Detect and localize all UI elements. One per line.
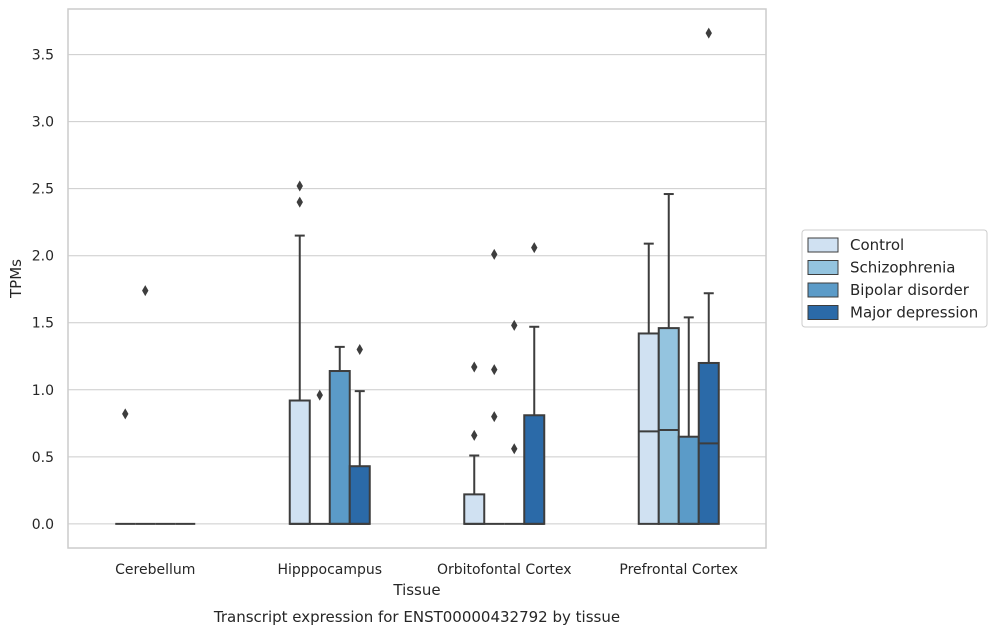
box-plot — [328, 345, 351, 525]
x-tick-label: Orbitofontal Cortex — [437, 562, 572, 578]
outlier-point — [471, 361, 478, 373]
box — [677, 435, 700, 525]
legend-label: Schizophrenia — [850, 259, 955, 277]
box-plot — [135, 285, 156, 525]
legend-swatch — [807, 260, 839, 275]
y-tick-label: 2.0 — [32, 249, 54, 265]
y-tick-label: 2.5 — [32, 182, 54, 198]
box-plot — [115, 408, 136, 525]
legend-frame — [801, 229, 988, 328]
x-axis-label: Tissue — [392, 581, 440, 599]
outlier-point — [142, 285, 149, 297]
box-plot — [637, 242, 660, 525]
outlier-point — [122, 408, 129, 420]
box-plot — [697, 27, 720, 525]
gridlines — [68, 54, 766, 525]
y-tick-label: 1.5 — [32, 316, 54, 332]
x-tick-label: Prefrontal Cortex — [619, 562, 738, 578]
box — [523, 414, 546, 525]
chart-title: Transcript expression for ENST0000043279… — [213, 608, 620, 626]
legend-label: Bipolar disorder — [850, 281, 970, 299]
box-plot — [484, 248, 505, 525]
legend-swatch — [807, 237, 839, 253]
outlier-point — [316, 389, 323, 401]
outlier-point — [491, 411, 498, 423]
y-axis-label: TPMs — [7, 259, 25, 299]
legend-swatch — [807, 305, 839, 320]
box-plot — [348, 344, 371, 525]
box-plot — [504, 319, 525, 525]
outlier-point — [491, 364, 498, 376]
box-plot — [463, 361, 486, 525]
box-plots — [115, 27, 720, 525]
box — [288, 399, 311, 525]
box-plot — [657, 193, 680, 525]
legend: Control Schizophrenia Bipolar disorder Majo… — [801, 229, 988, 328]
outlier-point — [356, 344, 363, 356]
box — [328, 370, 351, 525]
box-plot — [288, 180, 311, 525]
box — [348, 465, 371, 525]
box-plot — [677, 316, 700, 525]
outlier-point — [491, 248, 498, 260]
y-axis-ticks: 0.0 0.5 1.0 1.5 2.0 2.5 3.0 3.5 — [32, 48, 54, 533]
outlier-point — [511, 443, 518, 455]
plot-frame — [67, 8, 767, 549]
y-tick-label: 1.0 — [32, 383, 54, 399]
x-tick-label: Hipppocampus — [277, 562, 382, 578]
x-axis-ticks: Cerebellum Hipppocampus Orbitofontal Corte… — [115, 562, 738, 578]
y-tick-label: 0.0 — [32, 517, 54, 533]
y-tick-label: 3.0 — [32, 115, 54, 131]
outlier-point — [296, 196, 303, 208]
box-plot — [523, 242, 546, 525]
legend-label: Control — [850, 236, 904, 254]
box — [463, 493, 486, 525]
x-tick-label: Cerebellum — [115, 562, 195, 578]
y-tick-label: 0.5 — [32, 450, 54, 466]
legend-swatch — [807, 282, 839, 298]
outlier-point — [511, 319, 518, 331]
box-plot — [309, 389, 330, 525]
outlier-point — [531, 242, 538, 254]
outlier-point — [296, 180, 303, 192]
outlier-point — [471, 429, 478, 441]
y-tick-label: 3.5 — [32, 48, 54, 64]
box — [657, 327, 680, 525]
box — [637, 332, 660, 525]
legend-label: Major depression — [850, 304, 978, 322]
outlier-point — [705, 27, 712, 39]
